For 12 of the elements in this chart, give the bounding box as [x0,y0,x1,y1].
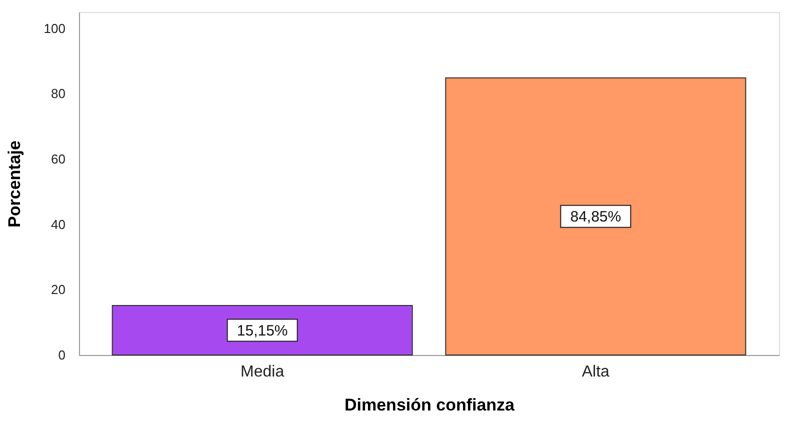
data-label: 15,15% [236,322,288,340]
y-tick-label: 40 [51,216,66,232]
x-tick-label: Media [240,364,284,380]
y-tick-label: 0 [58,348,66,362]
x-axis-title: Dimensión confianza [344,396,516,414]
x-tick-label: Alta [582,364,610,380]
y-tick-label: 100 [44,20,66,36]
data-label: 84,85% [570,208,622,226]
y-tick-label: 80 [51,86,66,102]
y-tick-label: 20 [51,282,66,298]
y-tick-label: 60 [51,152,66,166]
y-axis-title: Porcentaje [4,140,24,228]
